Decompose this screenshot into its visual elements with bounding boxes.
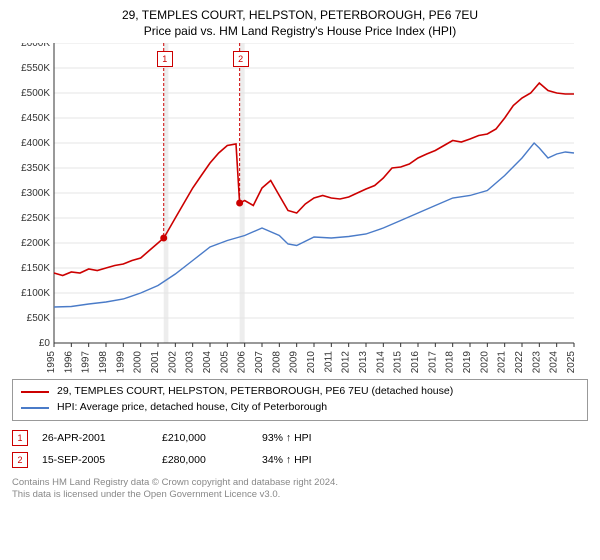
marker-badge: 1: [12, 430, 28, 446]
x-tick-label: 2017: [427, 351, 438, 373]
x-tick-label: 2001: [150, 351, 161, 373]
legend-label: 29, TEMPLES COURT, HELPSTON, PETERBOROUG…: [57, 384, 453, 400]
x-tick-label: 2006: [237, 351, 248, 373]
line-chart-svg: £0 £50K £100K £150K £200K £250K £300K £350K £400…: [12, 43, 588, 373]
y-tick-label: £350K: [21, 163, 50, 174]
marker-row: 1 26-APR-2001£210,00093% ↑ HPI: [12, 427, 588, 449]
legend-swatch: [21, 391, 49, 393]
x-tick-label: 2019: [462, 351, 473, 373]
marker-dot: [236, 200, 243, 207]
marker-date: 15-SEP-2005: [42, 454, 162, 466]
footer-note: Contains HM Land Registry data © Crown c…: [12, 477, 588, 502]
x-tick-label: 1996: [63, 351, 74, 373]
marker-date: 26-APR-2001: [42, 432, 162, 444]
legend: 29, TEMPLES COURT, HELPSTON, PETERBOROUG…: [12, 379, 588, 421]
y-tick-label: £50K: [27, 313, 51, 324]
marker-price: £210,000: [162, 432, 262, 444]
x-tick-label: 2021: [497, 351, 508, 373]
y-tick-label: £450K: [21, 113, 50, 124]
title-line2: Price paid vs. HM Land Registry's House …: [12, 24, 588, 40]
x-tick-label: 2013: [358, 351, 369, 373]
y-tick-label: £100K: [21, 288, 50, 299]
y-tick-label: £400K: [21, 138, 50, 149]
x-tick-label: 2010: [306, 351, 317, 373]
footer-line1: Contains HM Land Registry data © Crown c…: [12, 477, 588, 489]
marker-price: £280,000: [162, 454, 262, 466]
sale-marker-table: 1 26-APR-2001£210,00093% ↑ HPI 2 15-SEP-200…: [12, 427, 588, 471]
legend-label: HPI: Average price, detached house, City…: [57, 400, 327, 416]
x-tick-label: 1997: [81, 351, 92, 373]
legend-row: HPI: Average price, detached house, City…: [21, 400, 579, 416]
y-tick-label: £200K: [21, 238, 50, 249]
x-tick-label: 1999: [115, 351, 126, 373]
x-tick-label: 2004: [202, 351, 213, 373]
x-tick-label: 2007: [254, 351, 265, 373]
marker-pct: 34% ↑ HPI: [262, 454, 382, 466]
y-tick-label: £600K: [21, 43, 50, 49]
y-tick-label: £500K: [21, 88, 50, 99]
marker-badge: 2: [12, 452, 28, 468]
footer-line2: This data is licensed under the Open Gov…: [12, 489, 588, 501]
marker-row: 2 15-SEP-2005£280,00034% ↑ HPI: [12, 449, 588, 471]
marker-dot: [160, 235, 167, 242]
x-tick-label: 2024: [549, 351, 560, 373]
x-tick-label: 2025: [566, 351, 577, 373]
x-tick-label: 2000: [133, 351, 144, 373]
y-tick-label: £250K: [21, 213, 50, 224]
x-tick-label: 1998: [98, 351, 109, 373]
marker-flag-2: 2: [233, 51, 249, 67]
y-tick-label: £550K: [21, 63, 50, 74]
title-line1: 29, TEMPLES COURT, HELPSTON, PETERBOROUG…: [12, 8, 588, 24]
chart-title: 29, TEMPLES COURT, HELPSTON, PETERBOROUG…: [12, 8, 588, 39]
x-tick-label: 2009: [289, 351, 300, 373]
y-tick-label: £300K: [21, 188, 50, 199]
x-tick-label: 2003: [185, 351, 196, 373]
x-tick-label: 2023: [531, 351, 542, 373]
x-tick-label: 2008: [271, 351, 282, 373]
legend-row: 29, TEMPLES COURT, HELPSTON, PETERBOROUG…: [21, 384, 579, 400]
y-tick-label: £150K: [21, 263, 50, 274]
x-tick-label: 2011: [323, 351, 334, 373]
x-tick-label: 2015: [393, 351, 404, 373]
legend-swatch: [21, 407, 49, 409]
marker-pct: 93% ↑ HPI: [262, 432, 382, 444]
x-tick-label: 2002: [167, 351, 178, 373]
x-tick-label: 2022: [514, 351, 525, 373]
x-tick-label: 2012: [341, 351, 352, 373]
x-tick-label: 2014: [375, 351, 386, 373]
x-tick-label: 1995: [46, 351, 57, 373]
x-tick-label: 2005: [219, 351, 230, 373]
x-tick-label: 2020: [479, 351, 490, 373]
y-tick-label: £0: [39, 338, 51, 349]
chart-area: £0 £50K £100K £150K £200K £250K £300K £350K £400…: [12, 43, 588, 373]
x-tick-label: 2016: [410, 351, 421, 373]
x-tick-label: 2018: [445, 351, 456, 373]
series-subject: [54, 83, 574, 276]
marker-flag-1: 1: [157, 51, 173, 67]
